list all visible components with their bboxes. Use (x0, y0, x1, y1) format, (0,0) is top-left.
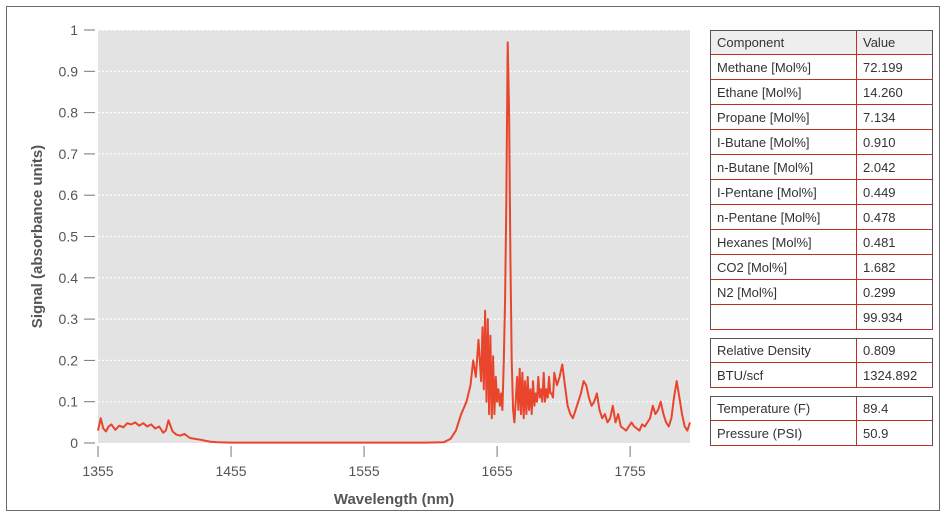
component-name-cell: N2 [Mol%] (711, 280, 857, 304)
y-tick-label: 0.9 (59, 63, 79, 79)
component-value-cell: 1.682 (863, 259, 896, 275)
table-header-row: Component Value (710, 30, 933, 55)
table-row: Methane [Mol%] 72.199 (710, 55, 933, 80)
table-row: n-Pentane [Mol%] 0.478 (710, 205, 933, 230)
component-name-cell: Methane [Mol%] (711, 55, 857, 79)
series-line (97, 41, 691, 444)
y-tick-label: 0.8 (59, 105, 79, 121)
component-name-cell: I-Pentane [Mol%] (711, 180, 857, 204)
component-name-cell: Ethane [Mol%] (711, 80, 857, 104)
component-name-cell: I-Butane [Mol%] (711, 130, 857, 154)
component-value-cell: 0.449 (863, 184, 896, 200)
component-name-cell: Relative Density (711, 339, 857, 362)
component-value-cell: 72.199 (863, 59, 903, 75)
component-name-cell: Temperature (F) (711, 397, 857, 420)
component-value-cell: 0.809 (863, 343, 896, 358)
table-row: Propane [Mol%] 7.134 (710, 105, 933, 130)
x-axis: 1355 1455 1555 1655 1755 (82, 446, 646, 479)
table-section-density: Relative Density 0.809 BTU/scf 1324.892 (710, 338, 933, 388)
grid-lines (98, 29, 690, 403)
y-tick-label: 0.2 (59, 352, 79, 368)
table-row: I-Butane [Mol%] 0.910 (710, 130, 933, 155)
component-value-cell: 0.910 (863, 134, 896, 150)
x-axis-label: Wavelength (nm) (334, 491, 454, 508)
component-value-cell: 14.260 (863, 84, 903, 100)
x-tick-label: 1555 (348, 463, 379, 479)
x-tick-label: 1455 (215, 463, 246, 479)
component-value-cell: 2.042 (863, 159, 896, 175)
table-row: N2 [Mol%] 0.299 (710, 280, 933, 305)
table-row: I-Pentane [Mol%] 0.449 (710, 180, 933, 205)
component-value-cell: 89.4 (863, 401, 889, 416)
component-value-cell: 0.478 (863, 209, 896, 225)
component-value-cell: 50.9 (863, 425, 889, 441)
component-value-cell: 99.934 (863, 309, 903, 325)
table-row: n-Butane [Mol%] 2.042 (710, 155, 933, 180)
y-tick-label: 0.4 (59, 270, 79, 286)
component-value-cell: 0.481 (863, 234, 896, 250)
y-tick-label: 0.5 (59, 229, 79, 245)
table-row: Hexanes [Mol%] 0.481 (710, 230, 933, 255)
y-tick-label: 0.1 (59, 394, 79, 410)
component-name-cell: CO2 [Mol%] (711, 255, 857, 279)
header-component: Component (711, 31, 857, 54)
component-name-cell: n-Butane [Mol%] (711, 155, 857, 179)
table-row: 99.934 (710, 305, 933, 330)
y-axis: 0 0.1 0.2 0.3 0.4 0.5 0.6 0.7 0.8 0.9 1 (59, 22, 95, 451)
component-name-cell (711, 305, 857, 329)
component-value-cell: 0.299 (863, 284, 896, 300)
table-row: CO2 [Mol%] 1.682 (710, 255, 933, 280)
y-tick-label: 0.6 (59, 187, 79, 203)
component-value-cell: 1324.892 (863, 367, 918, 383)
x-tick-label: 1655 (482, 463, 513, 479)
header-value: Value (863, 35, 896, 50)
table-row: Pressure (PSI) 50.9 (710, 421, 933, 446)
y-tick-label: 0.3 (59, 311, 79, 327)
component-name-cell: Hexanes [Mol%] (711, 230, 857, 254)
y-tick-label: 1 (70, 22, 78, 38)
table-section-conditions: Temperature (F) 89.4 Pressure (PSI) 50.9 (710, 396, 933, 446)
component-name-cell: Pressure (PSI) (711, 421, 857, 445)
table-section-components: Methane [Mol%] 72.199 Ethane [Mol%] 14.260 P… (710, 55, 933, 330)
table-row: BTU/scf 1324.892 (710, 363, 933, 388)
y-tick-label: 0 (70, 435, 78, 451)
table-row: Ethane [Mol%] 14.260 (710, 80, 933, 105)
y-tick-label: 0.7 (59, 146, 79, 162)
component-value-cell: 7.134 (863, 109, 896, 125)
component-name-cell: n-Pentane [Mol%] (711, 205, 857, 229)
table-row: Relative Density 0.809 (710, 338, 933, 363)
y-axis-label: Signal (absorbance units) (29, 145, 46, 328)
x-tick-label: 1755 (615, 463, 646, 479)
series-layer (97, 41, 691, 444)
component-name-cell: BTU/scf (711, 363, 857, 387)
composition-table: Component Value Methane [Mol%] 72.199 Etha… (710, 30, 933, 446)
x-tick-label: 1355 (82, 463, 113, 479)
table-row: Temperature (F) 89.4 (710, 396, 933, 421)
component-name-cell: Propane [Mol%] (711, 105, 857, 129)
